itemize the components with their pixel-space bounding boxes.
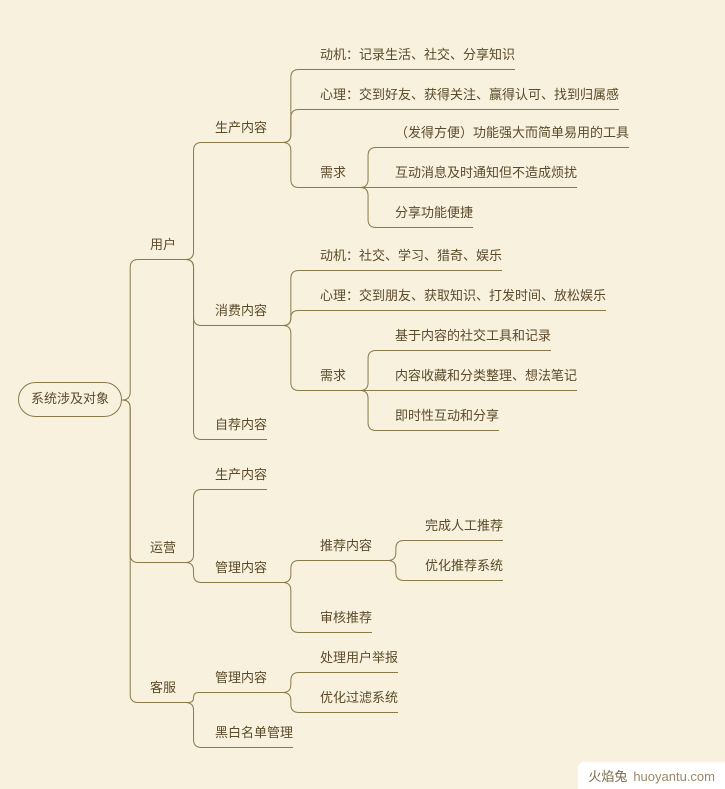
node-u_cons: 消费内容	[215, 303, 267, 320]
watermark-en: huoyantu.com	[633, 769, 715, 784]
node-uc_need: 需求	[320, 368, 346, 385]
root-node: 系统涉及对象	[18, 382, 122, 417]
watermark: 火焰兔 huoyantu.com	[578, 762, 725, 789]
node-uc_mot: 动机：社交、学习、猎奇、娱乐	[320, 248, 502, 265]
node-om_aud: 审核推荐	[320, 610, 372, 627]
node-ucn2: 内容收藏和分类整理、想法笔记	[395, 368, 577, 385]
node-up_need: 需求	[320, 165, 346, 182]
node-cm1: 处理用户举报	[320, 650, 398, 667]
node-om_rec: 推荐内容	[320, 538, 372, 555]
node-up_psy: 心理：交到好友、获得关注、赢得认可、找到归属感	[320, 87, 619, 104]
node-upn2: 互动消息及时通知但不造成烦扰	[395, 165, 577, 182]
node-o_mgmt: 管理内容	[215, 560, 267, 577]
node-up_mot: 动机：记录生活、社交、分享知识	[320, 47, 515, 64]
node-c_mgmt: 管理内容	[215, 670, 267, 687]
node-o_prod: 生产内容	[215, 467, 267, 484]
node-upn3: 分享功能便捷	[395, 205, 473, 222]
node-u_prod: 生产内容	[215, 120, 267, 137]
node-omr1: 完成人工推荐	[425, 518, 503, 535]
node-uc_psy: 心理：交到朋友、获取知识、打发时间、放松娱乐	[320, 288, 606, 305]
node-c_bw: 黑白名单管理	[215, 725, 293, 742]
node-upn1: （发得方便）功能强大而简单易用的工具	[395, 125, 629, 142]
node-user: 用户	[150, 237, 176, 254]
node-u_self: 自荐内容	[215, 417, 267, 434]
node-omr2: 优化推荐系统	[425, 558, 503, 575]
node-ucn3: 即时性互动和分享	[395, 408, 499, 425]
node-cm2: 优化过滤系统	[320, 690, 398, 707]
node-ucn1: 基于内容的社交工具和记录	[395, 328, 551, 345]
watermark-cn: 火焰兔	[588, 769, 627, 784]
node-ops: 运营	[150, 540, 176, 557]
node-cs: 客服	[150, 680, 176, 697]
